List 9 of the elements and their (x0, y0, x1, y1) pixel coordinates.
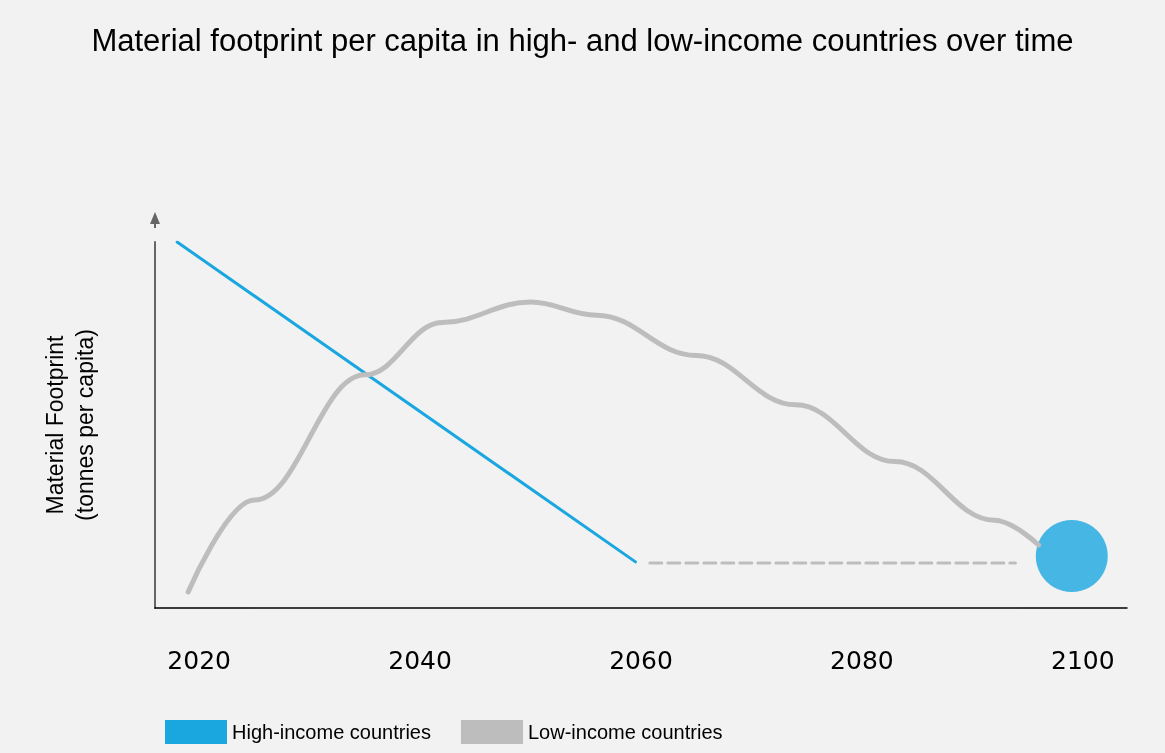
chart-title: Material footprint per capita in high- and low-income countries over time (91, 22, 1074, 58)
legend-label: High-income countries (232, 721, 431, 743)
legend-label: Low-income countries (527, 721, 723, 743)
x-tick-label: 2040 (388, 646, 452, 675)
y-axis-title: Material Footprint (tonnes per capita) (42, 329, 98, 521)
x-tick-label: 2020 (167, 646, 231, 675)
x-tick-label: 2080 (830, 646, 894, 675)
x-tick-label: 2100 (1051, 646, 1115, 675)
x-tick-label: 2060 (609, 646, 673, 675)
